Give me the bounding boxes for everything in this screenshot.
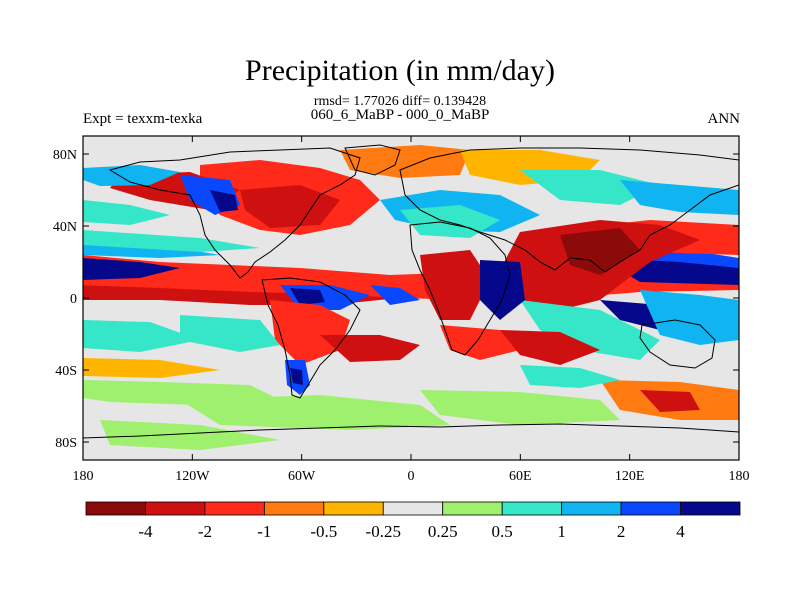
anomaly-patch (270, 300, 350, 365)
anomaly-patch (620, 180, 739, 215)
anomaly-patch (640, 290, 739, 345)
anomaly-patch (520, 170, 660, 205)
outline-north-america (108, 147, 361, 279)
colorbar-swatch (323, 501, 384, 516)
anomaly-patch (83, 258, 180, 280)
outline-south-america (261, 277, 361, 399)
colorbar-label: 0.5 (492, 522, 513, 541)
colorbar-label: -1 (257, 522, 271, 541)
colorbar-label: 0.25 (428, 522, 458, 541)
anomaly-patch (83, 200, 170, 225)
anomaly-patch (83, 358, 220, 378)
anomaly-patch (83, 320, 200, 352)
anomaly-patch (290, 368, 303, 385)
continent-outlines (83, 144, 739, 439)
anomaly-patch (340, 145, 470, 178)
anomaly-patch (480, 260, 525, 320)
y-tick-label: 80S (55, 436, 77, 451)
x-tick-label: 60E (509, 469, 532, 484)
x-tick-label: 180 (729, 469, 750, 484)
anomaly-patch (560, 228, 640, 275)
anomaly-patch (83, 230, 260, 252)
colorbar-swatch (263, 501, 325, 516)
anomaly-patch (520, 365, 620, 388)
season-label: ANN (707, 111, 741, 127)
colorbar-swatch (680, 501, 741, 516)
colorbar-label: 2 (617, 522, 626, 541)
y-axis: 80N 40N 0 40S 80S (53, 148, 739, 451)
colorbar-swatch (204, 501, 265, 516)
x-tick-label: 180 (73, 469, 94, 484)
colorbar-label: 4 (676, 522, 685, 541)
x-tick-label: 120W (175, 469, 210, 484)
x-tick-label: 120E (615, 469, 645, 484)
case-subtitle: 060_6_MaBP - 000_0_MaBP (310, 107, 490, 123)
anomaly-patch (520, 300, 660, 360)
colorbar-swatch (620, 501, 681, 516)
colorbar-label: -0.5 (310, 522, 337, 541)
colorbar: -4 -2 -1 -0.5 -0.25 0.25 0.5 1 2 4 (85, 501, 741, 541)
colorbar-swatch (382, 501, 444, 516)
anomaly-patch (100, 420, 280, 450)
y-tick-label: 80N (53, 148, 77, 163)
experiment-label: Expt = texxm-texka (83, 111, 203, 127)
anomaly-patch (210, 190, 238, 212)
anomaly-patch (180, 315, 280, 352)
colorbar-swatch (442, 501, 503, 516)
y-tick-label: 40N (53, 220, 77, 235)
anomaly-patch (640, 390, 700, 412)
anomaly-patch (370, 285, 420, 305)
outline-australia (639, 319, 716, 369)
x-axis: 180 120W 60W 0 60E 120E 180 (73, 136, 750, 484)
anomaly-patch (420, 390, 620, 425)
colorbar-label: 1 (557, 522, 566, 541)
x-tick-label: 60W (288, 469, 316, 484)
colorbar-swatch (501, 501, 563, 516)
outline-greenland (344, 144, 401, 176)
precip-anomaly-fields (83, 145, 739, 450)
anomaly-patch (290, 288, 325, 305)
anomaly-patch (440, 325, 520, 360)
stats-subtitle: rmsd= 1.77026 diff= 0.139428 (313, 94, 487, 109)
plot-title: Precipitation (in mm/day) (245, 54, 555, 87)
outline-africa (409, 221, 511, 356)
anomaly-patch (320, 335, 420, 362)
colorbar-label: -0.25 (366, 522, 401, 541)
y-tick-label: 0 (70, 292, 77, 307)
anomaly-patch (83, 165, 180, 186)
colorbar-swatch (85, 501, 146, 516)
outline-antarctica (83, 423, 739, 439)
anomaly-patch (240, 185, 340, 228)
x-tick-label: 0 (408, 469, 415, 484)
colorbar-label: -2 (198, 522, 212, 541)
anomaly-patch (500, 330, 600, 365)
colorbar-swatch (561, 501, 622, 516)
y-tick-label: 40S (55, 364, 77, 379)
colorbar-label: -4 (138, 522, 153, 541)
anomaly-patch (420, 250, 490, 320)
colorbar-swatch (145, 501, 206, 516)
anomaly-patch (180, 395, 450, 430)
